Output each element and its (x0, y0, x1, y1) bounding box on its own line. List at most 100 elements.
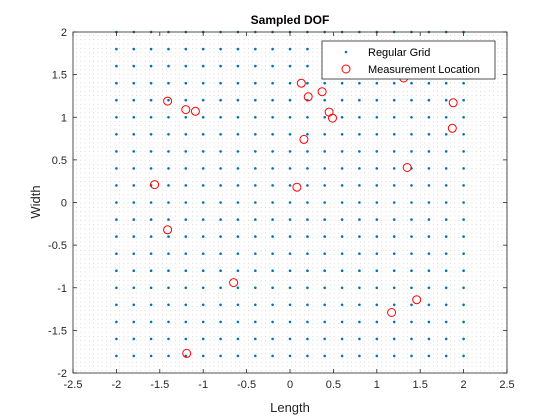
minor-grid-dot (295, 56, 297, 58)
minor-grid-dot (303, 121, 305, 122)
minor-grid-dot (273, 142, 275, 144)
minor-grid-dot (183, 361, 185, 363)
minor-grid-dot (205, 90, 206, 92)
minor-grid-dot (205, 224, 206, 225)
minor-grid-dot (308, 125, 309, 127)
minor-grid-dot (140, 301, 142, 303)
minor-grid-dot (243, 155, 245, 157)
minor-grid-dot (217, 151, 219, 152)
minor-grid-dot (93, 293, 94, 294)
minor-grid-dot (136, 108, 137, 109)
minor-grid-dot (114, 258, 116, 260)
minor-grid-dot (157, 103, 159, 105)
minor-grid-dot (136, 280, 137, 281)
minor-grid-dot (101, 146, 103, 148)
minor-grid-dot (136, 56, 137, 58)
minor-grid-dot (101, 176, 103, 178)
minor-grid-dot (217, 86, 219, 88)
minor-grid-dot (269, 215, 271, 217)
minor-grid-dot (144, 357, 146, 359)
minor-grid-dot (93, 340, 94, 342)
minor-grid-dot (226, 146, 228, 148)
minor-grid-dot (282, 108, 284, 109)
minor-grid-dot (321, 78, 322, 79)
minor-grid-dot (303, 194, 305, 195)
minor-grid-dot (338, 133, 340, 135)
minor-grid-dot (119, 146, 120, 148)
minor-grid-dot (273, 159, 275, 161)
minor-grid-dot (260, 366, 262, 367)
minor-grid-dot (196, 108, 198, 109)
minor-grid-dot (140, 43, 142, 45)
minor-grid-dot (174, 250, 176, 251)
minor-grid-dot (179, 293, 180, 294)
minor-grid-dot (325, 241, 327, 243)
minor-grid-dot (209, 280, 211, 281)
minor-grid-dot (123, 280, 125, 281)
minor-grid-dot (222, 39, 223, 41)
minor-grid-dot (338, 348, 340, 350)
minor-grid-dot (248, 331, 249, 333)
minor-grid-dot (239, 78, 241, 79)
minor-grid-dot (329, 224, 331, 225)
minor-grid-dot (166, 121, 168, 122)
minor-grid-dot (183, 159, 185, 161)
minor-grid-dot (166, 318, 168, 320)
minor-grid-dot (252, 250, 254, 251)
minor-grid-dot (260, 121, 262, 122)
minor-grid-dot (179, 241, 180, 243)
minor-grid-dot (200, 78, 202, 79)
minor-grid-dot (196, 288, 198, 290)
minor-grid-dot (217, 78, 219, 79)
minor-grid-dot (174, 172, 176, 174)
minor-grid-dot (316, 176, 318, 178)
minor-grid-dot (286, 250, 288, 251)
minor-grid-dot (93, 159, 94, 161)
minor-grid-dot (88, 108, 90, 109)
minor-grid-dot (153, 228, 155, 230)
minor-grid-dot (123, 215, 125, 217)
minor-grid-dot (153, 138, 155, 139)
minor-grid-dot (235, 353, 236, 354)
minor-grid-dot (153, 69, 155, 71)
minor-grid-dot (114, 280, 116, 281)
minor-grid-dot (316, 370, 318, 372)
minor-grid-dot (166, 301, 168, 303)
minor-grid-dot (106, 207, 107, 208)
minor-grid-dot (196, 43, 198, 45)
minor-grid-dot (119, 284, 120, 286)
minor-grid-dot (88, 189, 90, 191)
minor-grid-dot (84, 133, 86, 135)
minor-grid-dot (303, 65, 305, 66)
minor-grid-dot (308, 366, 309, 367)
minor-grid-dot (136, 228, 137, 230)
minor-grid-dot (209, 189, 211, 191)
minor-grid-dot (183, 90, 185, 92)
minor-grid-dot (149, 78, 150, 79)
minor-grid-dot (205, 314, 206, 316)
minor-grid-dot (235, 60, 236, 62)
minor-grid-dot (316, 288, 318, 290)
minor-grid-dot (123, 353, 125, 354)
minor-grid-dot (149, 47, 150, 49)
minor-grid-dot (308, 288, 309, 290)
minor-grid-dot (174, 318, 176, 320)
minor-grid-dot (278, 348, 279, 350)
minor-grid-dot (248, 305, 249, 307)
minor-grid-dot (295, 258, 297, 260)
minor-grid-dot (110, 142, 112, 144)
minor-grid-dot (84, 271, 86, 273)
minor-grid-dot (295, 99, 297, 101)
minor-grid-dot (243, 146, 245, 148)
minor-grid-dot (183, 142, 185, 144)
minor-grid-dot (80, 185, 82, 187)
minor-grid-dot (174, 52, 176, 53)
minor-grid-dot (84, 125, 86, 127)
minor-grid-dot (97, 327, 99, 329)
minor-grid-dot (93, 121, 94, 122)
minor-grid-dot (97, 65, 99, 66)
minor-grid-dot (136, 185, 137, 187)
minor-grid-dot (217, 73, 219, 75)
minor-grid-dot (200, 155, 202, 157)
minor-grid-dot (200, 357, 202, 359)
